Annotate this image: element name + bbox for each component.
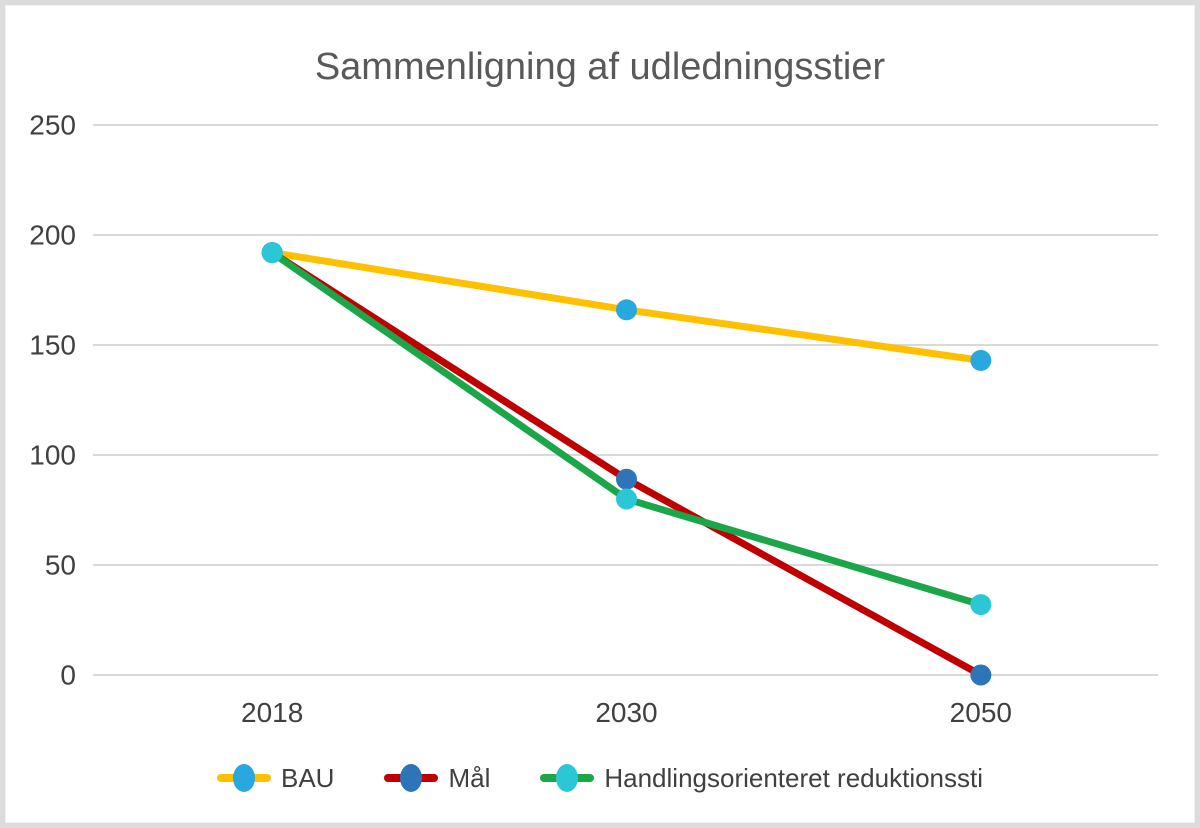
x-axis-tick-label: 2050: [950, 697, 1012, 728]
legend-dot-icon: [556, 764, 579, 792]
data-point-marker-handlingsorienteret-reduktionssti-2050: [970, 594, 992, 616]
data-point-marker-mal-2030: [616, 468, 637, 490]
y-axis-tick-label: 200: [29, 220, 76, 251]
legend-item-label: Mål: [448, 762, 491, 793]
legend: BAU Mål Handlingsorienteret reduktionssti: [0, 752, 1200, 804]
legend-item-label: BAU: [280, 762, 335, 793]
legend-item-handlingsorienteret-reduktionssti: Handlingsorienteret reduktionssti: [540, 763, 983, 794]
y-axis-tick-label: 50: [45, 550, 76, 581]
legend-item-mal: Mål: [384, 763, 490, 794]
data-point-marker-bau-2030: [616, 299, 637, 321]
x-axis-tick-label: 2030: [595, 697, 657, 728]
data-point-marker-handlingsorienteret-reduktionssti-2030: [616, 488, 637, 510]
y-axis-tick-label: 100: [29, 440, 76, 471]
legend-marker-mal: [384, 764, 439, 792]
legend-dot-icon: [232, 764, 255, 792]
chart-title: Sammenligning af udledningsstier: [314, 46, 886, 88]
legend-marker-bau: [216, 764, 271, 792]
legend-dot-icon: [400, 764, 423, 792]
data-point-marker-bau-2050: [970, 349, 992, 371]
legend-marker-handlingsorienteret-reduktionssti: [540, 764, 595, 792]
y-axis-tick-label: 250: [29, 110, 76, 141]
x-axis-tick-label: 2018: [241, 697, 303, 728]
data-point-marker-mal-2050: [970, 664, 992, 686]
legend-item-bau: BAU: [216, 762, 335, 794]
data-point-marker-handlingsorienteret-reduktionssti-2018: [261, 242, 283, 264]
legend-item-label: Handlingsorienteret reduktionssti: [604, 762, 984, 793]
y-axis-tick-label: 0: [60, 660, 76, 691]
y-axis-tick-label: 150: [29, 330, 76, 361]
